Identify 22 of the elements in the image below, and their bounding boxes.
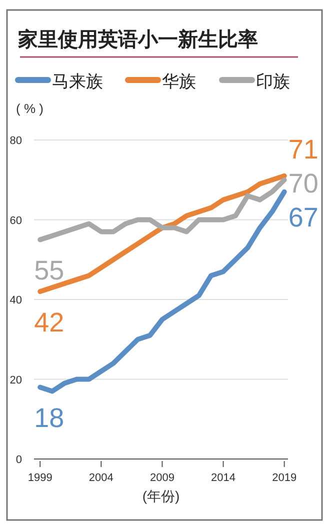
- y-tick-label: 40: [10, 294, 22, 306]
- x-tick-label: 2014: [211, 472, 236, 484]
- x-tick-label: 1999: [28, 472, 52, 484]
- chart-title: 家里使用英语小一新生比率: [17, 28, 258, 51]
- legend-label: 马来族: [52, 72, 103, 91]
- data-label: 70: [288, 168, 318, 199]
- y-tick-label: 20: [10, 374, 22, 386]
- y-tick-label: 60: [10, 214, 22, 227]
- y-tick-label: 80: [10, 135, 22, 147]
- data-label: 67: [288, 202, 318, 233]
- x-axis-title: (年份): [142, 488, 180, 504]
- x-tick-label: 2009: [150, 472, 174, 484]
- legend-label: 印族: [256, 72, 290, 91]
- y-tick-label: 0: [16, 454, 22, 466]
- data-label: 42: [34, 308, 64, 338]
- y-axis-title: ( % ): [16, 101, 44, 116]
- data-label: 18: [34, 403, 64, 434]
- x-tick-label: 2019: [272, 472, 297, 484]
- x-tick-label: 2004: [88, 472, 114, 484]
- data-label: 55: [34, 256, 64, 286]
- legend-label: 华族: [162, 72, 196, 91]
- data-label: 71: [288, 134, 318, 165]
